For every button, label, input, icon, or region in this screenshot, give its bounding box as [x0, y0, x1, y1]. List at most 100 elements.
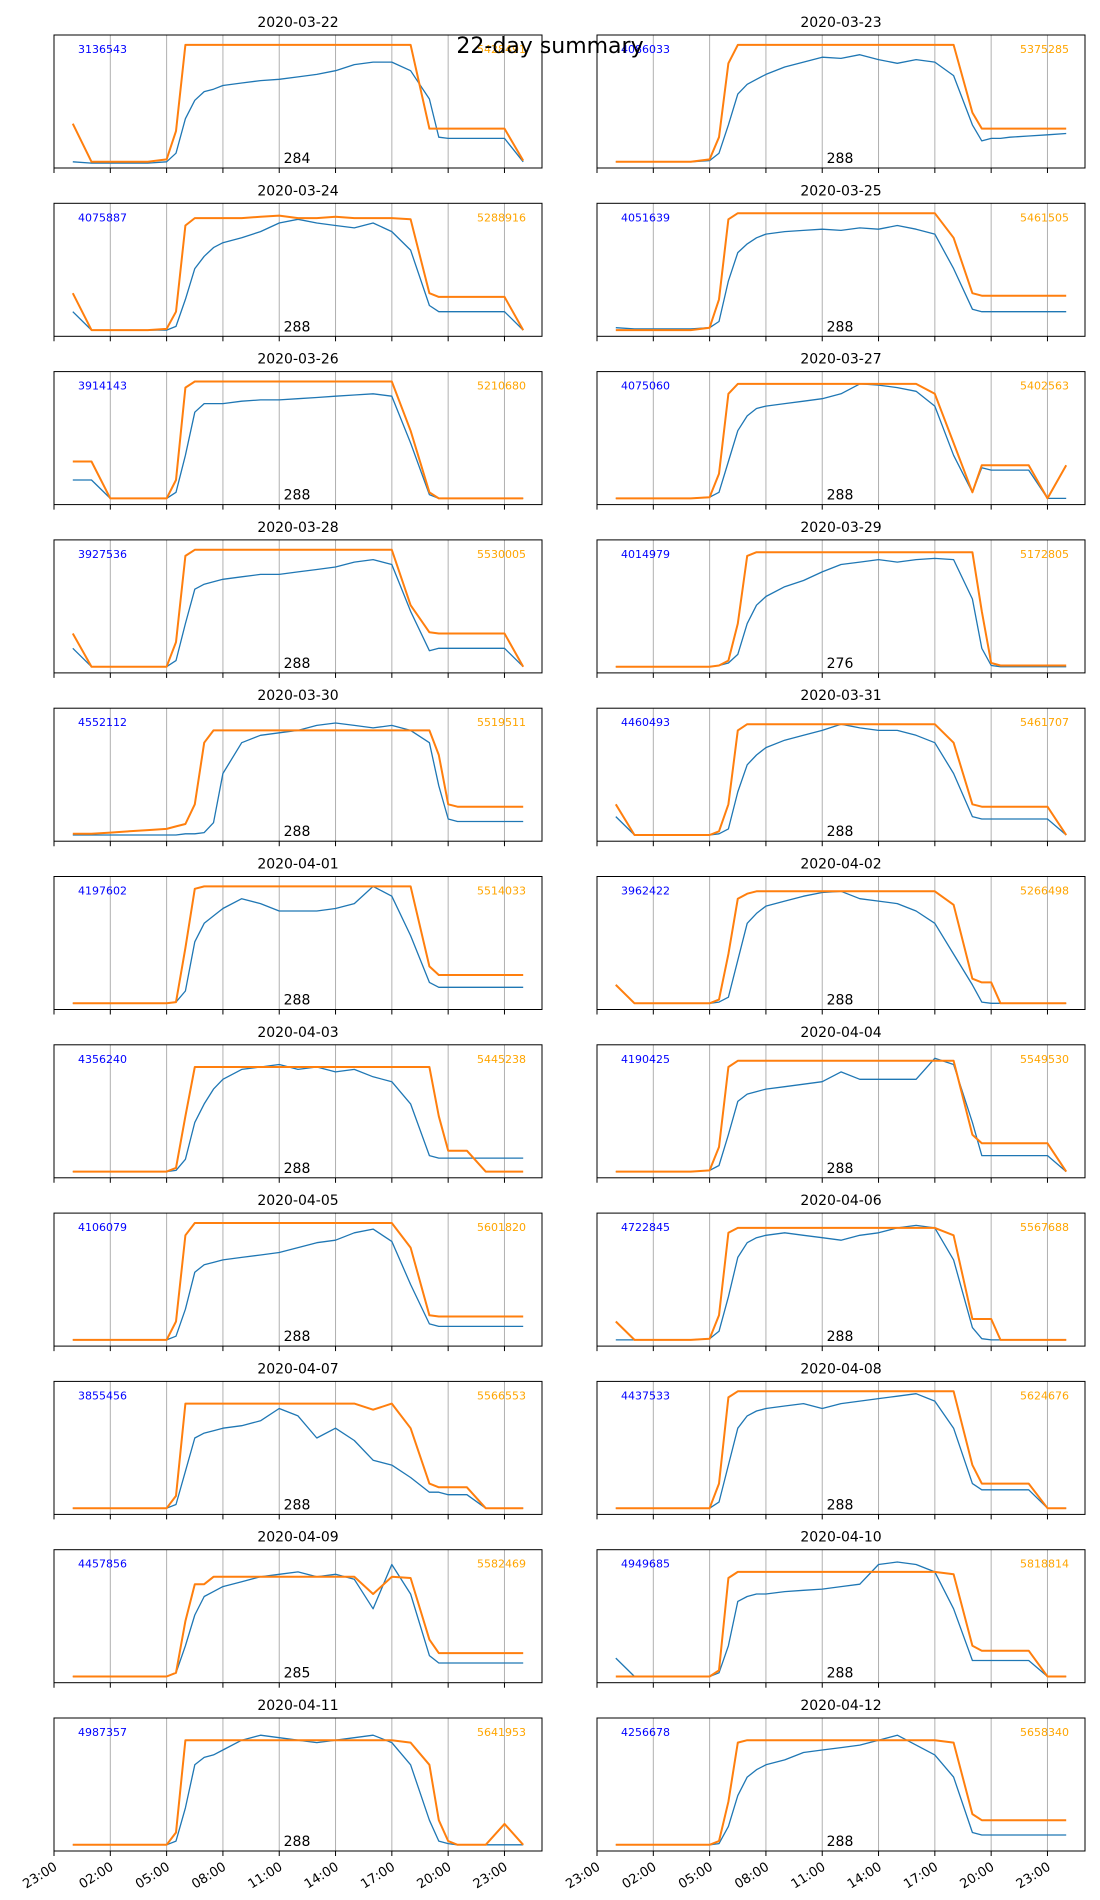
left-value-label: 3927536 [78, 548, 127, 561]
axes-frame [596, 1549, 1086, 1684]
panel-title: 2020-03-27 [800, 352, 881, 368]
panel-title: 2020-04-01 [257, 857, 338, 873]
panel-title: 2020-04-02 [800, 857, 881, 873]
series-line-orange [71, 548, 525, 668]
panel-2020-03-30: 2020-03-30 4552112 5519511 288 [53, 688, 543, 847]
count-label: 288 [827, 993, 854, 1009]
right-value-label: 5566553 [477, 1389, 526, 1402]
count-label: 288 [284, 656, 311, 672]
right-value-label: 5582469 [477, 1558, 526, 1571]
axes-frame [53, 707, 543, 842]
series-line-orange [615, 1570, 1067, 1678]
panel-2020-04-08: 2020-04-08 4437533 5624676 288 [596, 1361, 1086, 1520]
left-value-label: 4949685 [621, 1558, 670, 1571]
panel-title: 2020-03-28 [257, 520, 338, 536]
right-value-label: 5461505 [1020, 211, 1069, 224]
count-label: 288 [827, 319, 854, 335]
left-value-label: 3136543 [78, 43, 127, 56]
count-label: 285 [284, 1666, 311, 1682]
right-value-label: 5288916 [477, 211, 526, 224]
left-value-label: 4051639 [621, 211, 670, 224]
right-value-label: 5172805 [1020, 548, 1069, 561]
left-value-label: 3855456 [78, 1389, 127, 1402]
right-value-label: 5641953 [477, 1726, 526, 1739]
panel-title: 2020-04-03 [257, 1025, 338, 1041]
series-line-orange [615, 1390, 1067, 1510]
panel-2020-04-02: 2020-04-02 3962422 5266498 288 [596, 857, 1086, 1015]
right-value-label: 5461707 [1020, 716, 1069, 729]
panel-2020-03-29: 2020-03-29 4014979 5172805 276 [596, 520, 1086, 678]
count-label: 288 [284, 824, 311, 840]
right-value-label: 5658340 [1020, 1726, 1069, 1739]
series-line-orange [615, 890, 1067, 1005]
series-line-orange [615, 1226, 1067, 1341]
panel-2020-03-27: 2020-03-27 4075060 5402563 288 [596, 352, 1086, 510]
left-value-label: 4086033 [621, 43, 670, 56]
series-line-orange [72, 885, 524, 1005]
panel-title: 2020-04-12 [800, 1698, 881, 1714]
figure-title: 22-day summary [456, 34, 643, 59]
panel-2020-04-09: 2020-04-09 4457856 5582469 285 [53, 1530, 543, 1688]
right-value-label: 5266498 [1020, 885, 1069, 898]
count-label: 288 [284, 319, 311, 335]
panel-2020-03-31: 2020-03-31 4460493 5461707 288 [596, 688, 1086, 847]
left-value-label: 4552112 [78, 716, 127, 729]
panel-2020-04-04: 2020-04-04 4190425 5549530 288 [596, 1025, 1086, 1183]
panel-2020-03-22: 2020-03-22 3136543 5428491 284 [53, 15, 543, 173]
count-label: 284 [284, 151, 311, 167]
panel-title: 2020-03-29 [800, 520, 881, 536]
count-label: 288 [284, 1497, 311, 1513]
count-label: 276 [827, 656, 854, 672]
left-value-label: 4075060 [621, 380, 670, 393]
panel-2020-04-12: 2020-04-12 4256678 5658340 288 [596, 1698, 1086, 1856]
axes-frame [596, 34, 1086, 169]
count-label: 288 [827, 1497, 854, 1513]
panel-title: 2020-03-22 [257, 15, 338, 31]
panel-title: 2020-03-31 [800, 688, 881, 704]
axes-frame [596, 1717, 1086, 1852]
count-label: 288 [827, 824, 854, 840]
count-label: 288 [827, 1161, 854, 1177]
series-line-orange [71, 214, 525, 332]
series-line-orange [615, 1059, 1068, 1173]
left-value-label: 4457856 [78, 1558, 127, 1571]
axes-frame [596, 539, 1086, 674]
series-line-orange [614, 723, 1068, 836]
series-line-orange [72, 1739, 524, 1846]
right-value-label: 5567688 [1020, 1221, 1069, 1234]
panel-2020-04-07: 2020-04-07 3855456 5566553 288 [53, 1361, 543, 1520]
right-value-label: 5818814 [1020, 1558, 1069, 1571]
series-line-orange [72, 1222, 524, 1341]
count-label: 288 [284, 1834, 311, 1850]
series-line-orange [72, 1066, 524, 1173]
left-value-label: 4075887 [78, 211, 127, 224]
right-value-label: 5402563 [1020, 380, 1069, 393]
count-label: 288 [827, 488, 854, 504]
right-value-label: 5210680 [477, 380, 526, 393]
axes-frame [53, 1549, 543, 1684]
left-value-label: 4356240 [78, 1053, 127, 1066]
panel-2020-03-24: 2020-03-24 4075887 5288916 288 [53, 183, 543, 342]
series-line-blue [72, 61, 524, 164]
axes-frame [53, 1717, 543, 1852]
axes-frame [53, 1044, 543, 1179]
left-value-label: 4197602 [78, 885, 127, 898]
series-line-orange [615, 551, 1067, 668]
series-line-orange [615, 1739, 1067, 1846]
left-value-label: 4987357 [78, 1726, 127, 1739]
left-value-label: 4014979 [621, 548, 670, 561]
panel-title: 2020-03-30 [257, 688, 338, 704]
right-value-label: 5601820 [477, 1221, 526, 1234]
count-label: 288 [284, 993, 311, 1009]
panel-2020-03-26: 2020-03-26 3914143 5210680 288 [53, 352, 543, 510]
count-label: 288 [284, 488, 311, 504]
left-value-label: 4437533 [621, 1389, 670, 1402]
right-value-label: 5549530 [1020, 1053, 1069, 1066]
panel-title: 2020-03-26 [257, 352, 338, 368]
panel-title: 2020-04-05 [257, 1193, 338, 1209]
axes-frame [53, 1212, 543, 1347]
panel-2020-04-11: 2020-04-11 4987357 5641953 288 [53, 1698, 543, 1856]
